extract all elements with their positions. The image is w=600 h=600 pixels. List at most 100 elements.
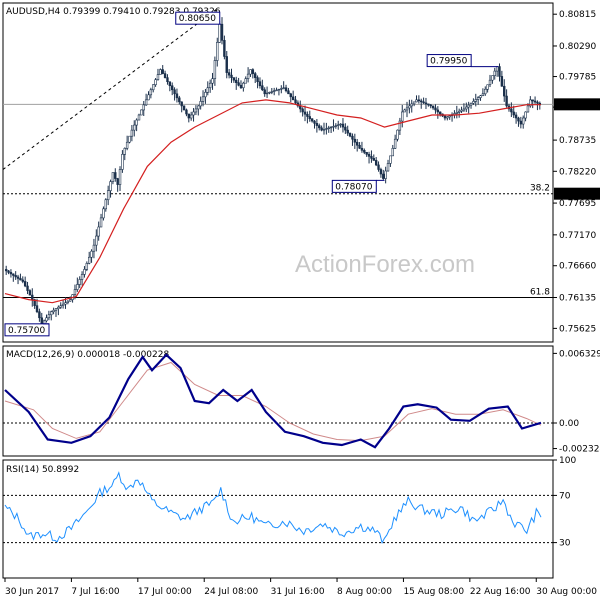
candle-body <box>64 302 67 305</box>
candle-body <box>59 305 62 308</box>
candle-body <box>277 88 281 91</box>
candle-body <box>500 76 504 87</box>
candle-body <box>61 303 65 306</box>
candle-body <box>199 101 202 107</box>
rsi-ytick-label: 30 <box>559 539 571 549</box>
candle-body <box>519 120 523 125</box>
candle-body <box>495 66 499 72</box>
candle-body <box>360 147 364 151</box>
price-annotation-label: 0.79950 <box>430 57 467 67</box>
candle-body <box>197 105 200 110</box>
candle-body <box>491 75 494 81</box>
candle-body <box>294 99 297 104</box>
candle-body <box>474 99 477 102</box>
candle-body <box>180 101 183 107</box>
candle-body <box>379 169 383 175</box>
price-title: AUDUSD,H4 0.79399 0.79410 0.79283 0.7932… <box>6 7 221 17</box>
candle-body <box>218 23 221 43</box>
candle-body <box>171 85 174 91</box>
candle-body <box>87 256 91 264</box>
candle-body <box>372 158 375 161</box>
candle-body <box>476 97 480 100</box>
candle-body <box>422 101 425 104</box>
candle-body <box>47 314 51 319</box>
candle-body <box>529 99 532 107</box>
candle-body <box>50 311 53 316</box>
candle-body <box>268 91 271 94</box>
price-annotation-label: 0.80650 <box>179 14 216 24</box>
candle-body <box>102 208 105 219</box>
candle-body <box>28 290 32 296</box>
candle-body <box>318 125 321 129</box>
x-tick-label: 22 Aug 16:00 <box>470 587 531 597</box>
candle-body <box>460 109 463 112</box>
x-tick-label: 17 Jul 00:00 <box>138 587 192 597</box>
price-ytick-label: 0.80815 <box>559 10 596 20</box>
candle-body <box>128 135 131 143</box>
candle-body <box>213 60 217 79</box>
fib-price-label: 0.77850 <box>559 190 596 200</box>
candle-body <box>353 138 357 143</box>
candle-body <box>261 85 264 91</box>
candle-body <box>484 88 487 95</box>
price-annotation-box <box>4 323 50 337</box>
candle-body <box>111 172 115 182</box>
candle-body <box>21 279 24 282</box>
candle-body <box>533 100 537 103</box>
x-tick-label: 8 Aug 00:00 <box>337 587 392 597</box>
candle-body <box>52 309 55 313</box>
candle-body <box>334 125 338 127</box>
price-annotation-label: 0.78070 <box>335 182 372 192</box>
candle-body <box>272 90 276 92</box>
candle-body <box>189 114 193 119</box>
candle-body <box>140 109 143 116</box>
macd-plot <box>3 353 553 449</box>
candle-body <box>429 104 432 107</box>
candle-body <box>235 79 238 84</box>
candle-body <box>358 144 361 149</box>
macd-title: MACD(12,26,9) 0.000018 -0.000228 <box>6 350 169 360</box>
x-tick-label: 7 Jul 16:00 <box>71 587 120 597</box>
candle-body <box>498 66 501 77</box>
candle-body <box>175 93 179 99</box>
candle-body <box>370 156 373 159</box>
candle-body <box>405 107 409 111</box>
candle-body <box>310 118 314 122</box>
candle-body <box>505 95 508 107</box>
candle-body <box>152 84 155 91</box>
candle-body <box>481 93 485 96</box>
candle-body <box>38 311 41 319</box>
candle-body <box>54 308 58 311</box>
price-panel <box>2 2 554 343</box>
candle-body <box>109 181 112 191</box>
x-tick-label: 15 Aug 08:00 <box>403 587 464 597</box>
price-ytick-label: 0.75625 <box>559 324 596 334</box>
axes: 0.808150.802900.797850.792800.787350.782… <box>4 10 600 597</box>
candle-body <box>289 93 292 98</box>
fib-price-box <box>554 187 600 200</box>
candle-body <box>45 317 48 322</box>
candle-body <box>19 278 22 281</box>
candle-body <box>31 294 34 300</box>
candle-body <box>123 147 126 155</box>
candle-body <box>313 120 316 124</box>
candle-body <box>185 109 188 115</box>
candle-body <box>40 317 43 325</box>
candle-body <box>23 281 27 287</box>
candle-body <box>83 269 86 275</box>
candle-body <box>246 73 250 79</box>
candle-body <box>33 299 36 306</box>
candle-body <box>467 104 470 108</box>
price-annotation-box <box>331 179 377 193</box>
macd-ytick-label: -0.002324 <box>559 445 600 455</box>
candle-body <box>9 272 13 275</box>
candle-body <box>398 120 402 131</box>
candle-body <box>275 89 278 92</box>
candle-body <box>251 69 255 74</box>
candle-body <box>391 147 394 157</box>
rsi-ytick-label: 70 <box>559 491 571 501</box>
candle-body <box>514 114 518 119</box>
candle-body <box>242 82 245 89</box>
candle-body <box>4 269 8 272</box>
candle-body <box>448 115 451 118</box>
